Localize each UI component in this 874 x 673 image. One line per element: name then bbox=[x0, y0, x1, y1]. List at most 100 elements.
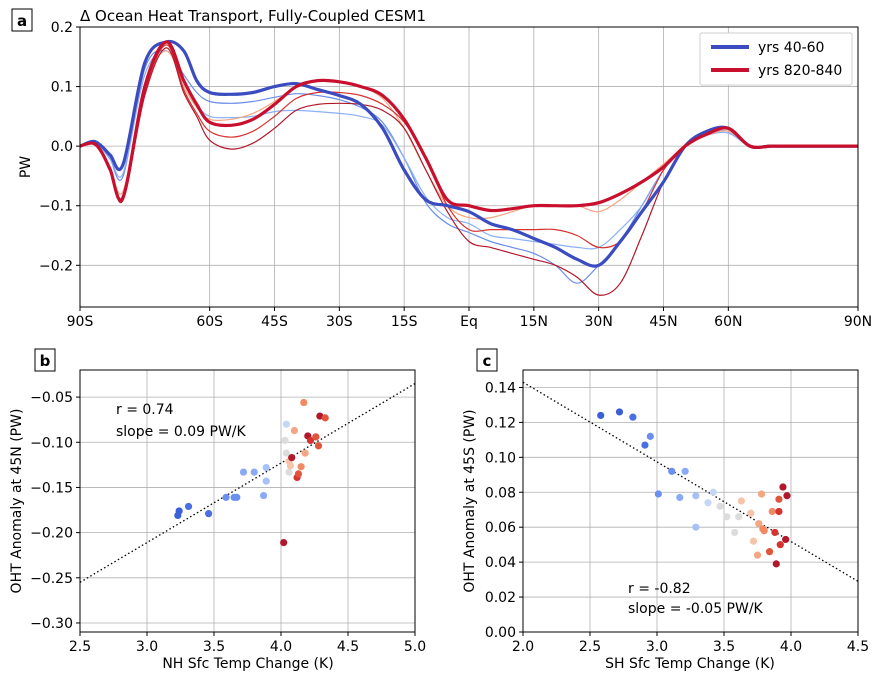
panel-c: 2.0 2.5 3.0 3.5 4.0 4.5 0.00 0.02 0.04 0.06 0.08 0.… bbox=[462, 348, 869, 672]
panel-c-ylabel: OHT Anomaly at 45S (PW) bbox=[462, 409, 478, 592]
y-tick-label: −0.05 bbox=[30, 390, 73, 406]
scatter-point bbox=[615, 408, 624, 416]
x-tick-label: 90S bbox=[67, 314, 94, 330]
scatter-point bbox=[250, 468, 258, 476]
scatter-point bbox=[205, 510, 213, 518]
scatter-point bbox=[753, 551, 762, 559]
y-tick-label: 0.08 bbox=[485, 485, 516, 501]
panel-b-ticks: 2.5 3.0 3.5 4.0 4.5 5.0 −0.30 −0.25 −0.20 −0.15 −0… bbox=[30, 390, 426, 655]
y-tick-label: 0.06 bbox=[485, 520, 516, 536]
scatter-point bbox=[782, 535, 790, 544]
y-tick-label: 0.12 bbox=[485, 415, 516, 431]
x-tick-label: 30N bbox=[585, 314, 613, 330]
x-tick-label: 30S bbox=[326, 314, 353, 330]
scatter-point bbox=[262, 477, 270, 485]
panel-c-fit-line bbox=[522, 381, 859, 582]
scatter-point bbox=[312, 433, 320, 441]
scatter-point bbox=[776, 541, 784, 549]
scatter-point bbox=[757, 490, 766, 498]
panel-a-label: a bbox=[17, 12, 27, 30]
x-tick-label: 15S bbox=[391, 314, 418, 330]
regression-line bbox=[522, 381, 859, 582]
x-tick-label: 90N bbox=[844, 314, 872, 330]
scatter-point bbox=[175, 507, 183, 515]
scatter-point bbox=[755, 520, 763, 528]
scatter-point bbox=[629, 413, 637, 421]
y-tick-label: −0.15 bbox=[30, 480, 73, 496]
panel-b-ylabel: OHT Anomaly at 45N (PW) bbox=[9, 409, 25, 594]
panel-c-label-box bbox=[476, 348, 498, 372]
scatter-point bbox=[282, 449, 290, 457]
scatter-point bbox=[262, 463, 270, 472]
scatter-point bbox=[233, 493, 241, 501]
x-tick-label: 4.0 bbox=[270, 639, 292, 655]
scatter-point bbox=[259, 491, 268, 500]
scatter-point bbox=[775, 495, 783, 503]
scatter-point bbox=[646, 432, 654, 440]
scatter-point bbox=[723, 513, 731, 521]
x-tick-label: 2.5 bbox=[579, 639, 601, 655]
scatter-point bbox=[285, 468, 293, 476]
panel-c-annotation-r: r = -0.82 bbox=[628, 581, 691, 597]
panel-b-label: b bbox=[40, 352, 51, 370]
scatter-point bbox=[768, 507, 776, 516]
panel-b-fit-line bbox=[79, 382, 416, 583]
x-tick-label: 5.0 bbox=[404, 639, 426, 655]
panel-b-xlabel: NH Sfc Temp Change (K) bbox=[162, 656, 333, 672]
scatter-point bbox=[321, 414, 329, 422]
panel-c-frame bbox=[522, 369, 859, 633]
panel-a-lines bbox=[79, 39, 858, 296]
panel-c-points bbox=[597, 408, 791, 568]
y-tick-label: 0.04 bbox=[485, 555, 516, 571]
scatter-point bbox=[288, 454, 296, 462]
x-tick-label: 45S bbox=[261, 314, 288, 330]
x-tick-label: 2.0 bbox=[512, 639, 534, 655]
scatter-point bbox=[716, 502, 724, 510]
panel-a-legend: yrs 40-60 yrs 820-840 bbox=[699, 32, 853, 86]
x-tick-label: Eq bbox=[460, 314, 478, 330]
panel-b-grid bbox=[79, 370, 416, 632]
scatter-point bbox=[239, 468, 248, 476]
scatter-point bbox=[654, 490, 662, 498]
panel-c-annotation-slope: slope = -0.05 PW/K bbox=[628, 601, 764, 617]
scatter-point bbox=[731, 528, 739, 537]
scatter-point bbox=[297, 463, 305, 471]
scatter-point bbox=[300, 398, 308, 407]
x-tick-label: 4.5 bbox=[337, 639, 359, 655]
x-tick-label: 60S bbox=[196, 314, 223, 330]
panel-b-annotation-slope: slope = 0.09 PW/K bbox=[116, 424, 247, 440]
scatter-point bbox=[290, 426, 298, 435]
scatter-point bbox=[704, 499, 712, 507]
x-tick-label: 60N bbox=[714, 314, 742, 330]
panel-a: 90S 60S 45S 30S 15S Eq 15N 30N 45N 60N 90N −0.2 −0.1… bbox=[11, 7, 872, 330]
scatter-point bbox=[281, 436, 289, 445]
scatter-point bbox=[692, 492, 700, 500]
scatter-point bbox=[222, 493, 230, 501]
scatter-point bbox=[314, 442, 323, 450]
y-tick-label: 0.14 bbox=[485, 380, 516, 396]
scatter-point bbox=[772, 560, 780, 568]
y-tick-label: 0.1 bbox=[51, 80, 73, 96]
x-tick-label: 45N bbox=[649, 314, 677, 330]
scatter-point bbox=[737, 497, 746, 505]
scatter-point bbox=[779, 483, 787, 491]
x-tick-label: 15N bbox=[520, 314, 548, 330]
y-tick-label: −0.2 bbox=[39, 258, 73, 274]
regression-line bbox=[79, 382, 416, 583]
y-tick-label: −0.1 bbox=[39, 199, 73, 215]
panel-a-ylabel: PW bbox=[18, 156, 34, 178]
scatter-point bbox=[184, 502, 193, 511]
panel-c-ticks: 2.0 2.5 3.0 3.5 4.0 4.5 0.00 0.02 0.04 0.06 0.08 0.… bbox=[485, 380, 869, 655]
x-tick-label: 3.0 bbox=[646, 639, 668, 655]
scatter-point bbox=[735, 513, 743, 521]
x-tick-label: 4.0 bbox=[780, 639, 802, 655]
panel-c-label: c bbox=[483, 352, 492, 370]
y-tick-label: −0.30 bbox=[30, 616, 73, 632]
x-tick-label: 2.5 bbox=[69, 639, 91, 655]
y-tick-label: 0.00 bbox=[485, 625, 516, 641]
scatter-point bbox=[709, 488, 717, 496]
scatter-point bbox=[306, 436, 315, 445]
y-tick-label: 0.0 bbox=[51, 139, 73, 155]
panel-a-title: Δ Ocean Heat Transport, Fully-Coupled CE… bbox=[80, 7, 426, 25]
